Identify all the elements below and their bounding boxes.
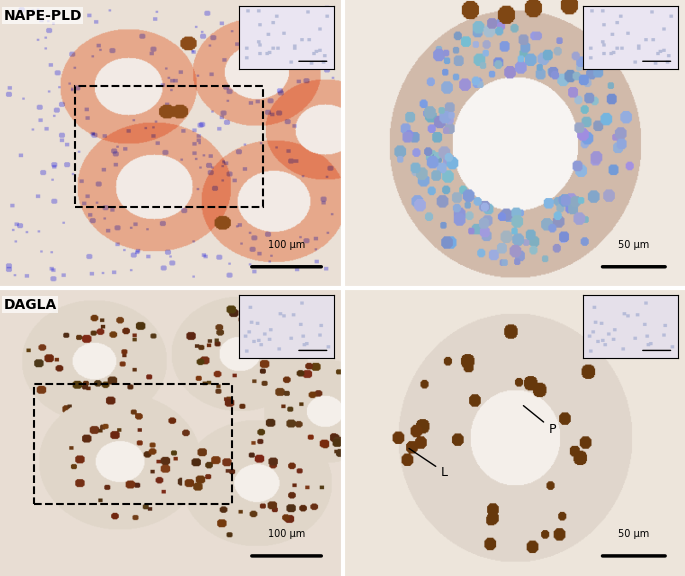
- Text: 100 μm: 100 μm: [268, 529, 306, 539]
- Text: 50 μm: 50 μm: [618, 240, 649, 249]
- Text: 50 μm: 50 μm: [618, 529, 649, 539]
- Text: L: L: [409, 449, 448, 479]
- Text: DAGLA: DAGLA: [3, 298, 57, 312]
- Text: NAPE-PLD: NAPE-PLD: [3, 9, 82, 22]
- Text: P: P: [523, 406, 556, 435]
- Text: 100 μm: 100 μm: [268, 240, 306, 249]
